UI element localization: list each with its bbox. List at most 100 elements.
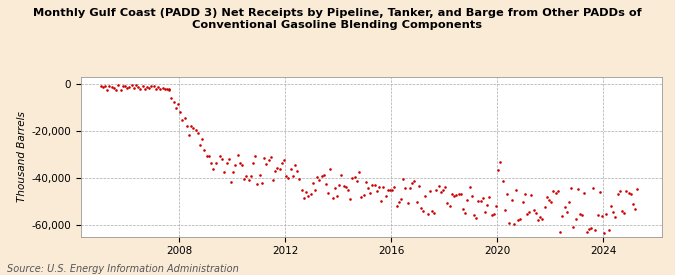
Point bbox=[175, 110, 186, 114]
Point bbox=[603, 228, 614, 232]
Point bbox=[170, 106, 181, 111]
Point bbox=[182, 124, 192, 128]
Point bbox=[225, 180, 236, 185]
Point bbox=[243, 178, 254, 182]
Point bbox=[610, 215, 621, 220]
Point bbox=[517, 200, 528, 204]
Point bbox=[435, 190, 446, 194]
Point bbox=[537, 217, 548, 221]
Point bbox=[570, 216, 581, 221]
Point bbox=[420, 194, 431, 198]
Point bbox=[482, 203, 493, 208]
Point bbox=[599, 231, 610, 235]
Point bbox=[153, 84, 163, 89]
Point bbox=[192, 131, 203, 135]
Point bbox=[252, 182, 263, 187]
Point bbox=[389, 185, 400, 189]
Point bbox=[159, 87, 170, 92]
Point bbox=[130, 83, 141, 87]
Point bbox=[148, 83, 159, 88]
Point bbox=[559, 205, 570, 209]
Point bbox=[510, 188, 521, 192]
Point bbox=[267, 178, 278, 182]
Point bbox=[462, 198, 472, 202]
Point bbox=[628, 202, 639, 206]
Point bbox=[553, 189, 564, 193]
Point bbox=[562, 210, 572, 215]
Point bbox=[140, 87, 151, 91]
Point bbox=[122, 86, 132, 90]
Point bbox=[418, 208, 429, 213]
Point bbox=[579, 191, 590, 196]
Point bbox=[431, 188, 442, 192]
Point bbox=[402, 201, 413, 205]
Point bbox=[360, 180, 371, 185]
Point bbox=[371, 189, 382, 194]
Point bbox=[612, 192, 623, 197]
Point bbox=[184, 133, 194, 138]
Point bbox=[343, 188, 354, 192]
Point bbox=[164, 87, 175, 91]
Point bbox=[239, 177, 250, 181]
Point bbox=[272, 166, 283, 170]
Point bbox=[404, 185, 415, 190]
Point bbox=[100, 83, 111, 88]
Point bbox=[232, 153, 243, 157]
Point bbox=[493, 168, 504, 172]
Point bbox=[151, 87, 161, 91]
Point bbox=[508, 222, 519, 226]
Point bbox=[142, 85, 153, 89]
Point bbox=[186, 124, 196, 128]
Point bbox=[495, 160, 506, 164]
Point bbox=[97, 85, 108, 90]
Point bbox=[179, 116, 190, 120]
Point bbox=[506, 197, 517, 202]
Point bbox=[413, 184, 424, 189]
Point bbox=[433, 184, 444, 188]
Point bbox=[208, 167, 219, 171]
Point bbox=[543, 198, 554, 202]
Point bbox=[449, 194, 460, 199]
Point bbox=[614, 189, 625, 194]
Point bbox=[407, 180, 418, 185]
Point bbox=[497, 178, 508, 183]
Point bbox=[592, 213, 603, 218]
Point bbox=[312, 175, 323, 179]
Point bbox=[334, 183, 345, 187]
Point bbox=[194, 143, 205, 147]
Point bbox=[630, 207, 641, 211]
Point bbox=[323, 191, 333, 195]
Point bbox=[427, 209, 437, 213]
Point bbox=[300, 189, 311, 194]
Point bbox=[354, 169, 364, 174]
Point bbox=[425, 189, 435, 193]
Point bbox=[336, 173, 347, 177]
Point bbox=[524, 210, 535, 214]
Point bbox=[135, 87, 146, 92]
Point bbox=[164, 88, 175, 92]
Point bbox=[608, 210, 618, 214]
Point bbox=[529, 208, 539, 213]
Point bbox=[190, 128, 201, 132]
Point bbox=[281, 174, 292, 178]
Point bbox=[456, 191, 466, 196]
Point bbox=[283, 176, 294, 180]
Point bbox=[555, 230, 566, 234]
Point bbox=[489, 212, 500, 216]
Point bbox=[480, 210, 491, 214]
Point bbox=[319, 173, 329, 178]
Point bbox=[387, 188, 398, 192]
Point bbox=[400, 186, 411, 191]
Point bbox=[223, 157, 234, 161]
Point bbox=[310, 188, 321, 192]
Point bbox=[199, 148, 210, 152]
Point bbox=[619, 211, 630, 215]
Point bbox=[453, 191, 464, 196]
Point bbox=[513, 218, 524, 223]
Point bbox=[265, 155, 276, 159]
Point bbox=[383, 187, 394, 192]
Point bbox=[396, 197, 406, 202]
Point bbox=[155, 87, 165, 92]
Point bbox=[288, 174, 298, 178]
Point bbox=[237, 163, 248, 168]
